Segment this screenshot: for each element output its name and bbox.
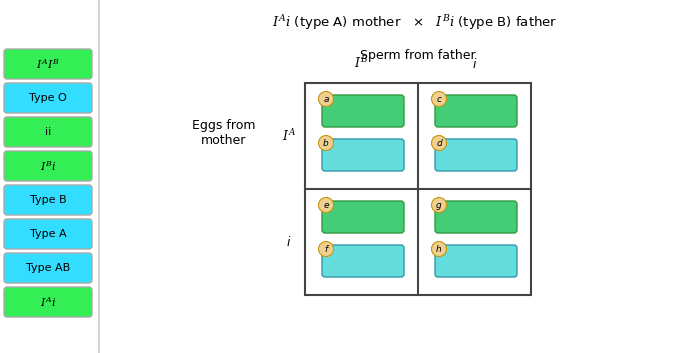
Circle shape bbox=[318, 91, 333, 107]
FancyBboxPatch shape bbox=[322, 139, 404, 171]
Text: e: e bbox=[323, 201, 329, 209]
FancyBboxPatch shape bbox=[4, 219, 92, 249]
FancyBboxPatch shape bbox=[435, 139, 517, 171]
Text: f: f bbox=[324, 245, 328, 253]
Text: $\mathit{I}^{\mathit{A}}\mathit{i}$ (type A) mother   ×   $\mathit{I}^{\mathit{B: $\mathit{I}^{\mathit{A}}\mathit{i}$ (typ… bbox=[272, 13, 558, 32]
Text: $i$: $i$ bbox=[472, 57, 477, 71]
Text: Sperm from father: Sperm from father bbox=[360, 48, 476, 61]
Text: a: a bbox=[323, 95, 329, 103]
Circle shape bbox=[431, 197, 447, 213]
FancyBboxPatch shape bbox=[4, 83, 92, 113]
FancyBboxPatch shape bbox=[4, 151, 92, 181]
FancyBboxPatch shape bbox=[435, 201, 517, 233]
FancyBboxPatch shape bbox=[322, 245, 404, 277]
FancyBboxPatch shape bbox=[322, 95, 404, 127]
Circle shape bbox=[318, 241, 333, 257]
Bar bbox=[305, 83, 531, 295]
Text: Type A: Type A bbox=[29, 229, 66, 239]
Text: d: d bbox=[436, 138, 442, 148]
Text: ii: ii bbox=[45, 127, 51, 137]
Circle shape bbox=[318, 197, 333, 213]
FancyBboxPatch shape bbox=[322, 201, 404, 233]
Text: c: c bbox=[437, 95, 442, 103]
Text: Type AB: Type AB bbox=[26, 263, 70, 273]
FancyBboxPatch shape bbox=[4, 253, 92, 283]
Text: Type O: Type O bbox=[29, 93, 67, 103]
Text: $I^A i$: $I^A i$ bbox=[40, 295, 56, 309]
FancyBboxPatch shape bbox=[435, 245, 517, 277]
Text: $I^B i$: $I^B i$ bbox=[40, 159, 56, 173]
Text: g: g bbox=[436, 201, 442, 209]
FancyBboxPatch shape bbox=[4, 49, 92, 79]
Text: b: b bbox=[323, 138, 329, 148]
FancyBboxPatch shape bbox=[4, 185, 92, 215]
Circle shape bbox=[431, 241, 447, 257]
FancyBboxPatch shape bbox=[4, 117, 92, 147]
Text: $I^A$: $I^A$ bbox=[282, 128, 296, 144]
Text: Type B: Type B bbox=[29, 195, 66, 205]
Circle shape bbox=[431, 91, 447, 107]
Text: Eggs from
mother: Eggs from mother bbox=[193, 119, 256, 147]
FancyBboxPatch shape bbox=[4, 287, 92, 317]
Text: $I^B$: $I^B$ bbox=[354, 55, 369, 71]
Circle shape bbox=[318, 136, 333, 150]
Text: h: h bbox=[436, 245, 442, 253]
FancyBboxPatch shape bbox=[435, 95, 517, 127]
Text: $I^A I^B$: $I^A I^B$ bbox=[36, 57, 60, 71]
Text: $i$: $i$ bbox=[286, 235, 292, 249]
Circle shape bbox=[431, 136, 447, 150]
